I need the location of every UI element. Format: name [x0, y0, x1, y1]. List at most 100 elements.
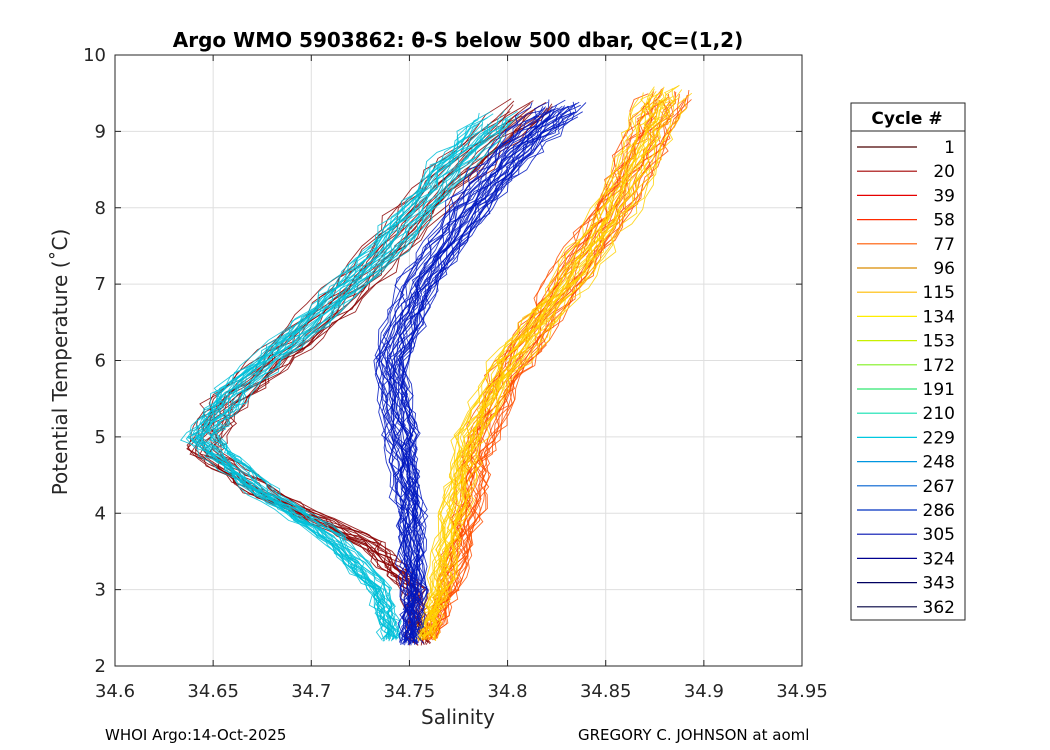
axis-ticks: 34.6 34.65 34.7 34.75 34.8 34.85 34.9 34.95 2 3 4 5…: [83, 45, 828, 702]
legend-label: 134: [923, 307, 955, 327]
profile-line: [381, 110, 553, 645]
y-tick-label: 4: [95, 503, 106, 524]
profile-line: [216, 109, 552, 645]
y-tick-label: 2: [95, 656, 106, 677]
footer-credit: WHOI Argo:14-Oct-2025: [105, 726, 286, 744]
x-tick-label: 34.9: [684, 681, 724, 702]
profile-line: [194, 123, 489, 638]
profile-line: [386, 105, 570, 643]
legend-entry: 172: [857, 356, 955, 376]
profile-line: [416, 91, 657, 639]
profile-line: [418, 98, 666, 639]
legend-label: 115: [923, 283, 955, 303]
y-tick-label: 9: [95, 121, 106, 142]
profile-line: [414, 98, 640, 641]
footer-author: GREGORY C. JOHNSON at aoml: [578, 726, 809, 744]
profile-line: [423, 96, 670, 640]
legend-entry: 362: [857, 598, 955, 618]
legend-entry: 248: [857, 453, 955, 473]
profile-line: [375, 114, 544, 646]
profile-line: [380, 106, 544, 642]
y-tick-label: 7: [95, 274, 106, 295]
profile-line: [191, 123, 479, 640]
legend-label: 39: [933, 186, 955, 206]
y-axis-label: Potential Temperature (˚C): [48, 229, 72, 496]
legend-entry: 305: [857, 525, 955, 545]
profile-line: [386, 104, 558, 644]
profile-line: [431, 98, 687, 638]
legend-label: 324: [923, 549, 955, 569]
x-tick-label: 34.8: [488, 681, 528, 702]
x-tick-label: 34.6: [95, 681, 135, 702]
profile-line: [423, 88, 665, 638]
legend-title: Cycle #: [871, 109, 942, 129]
profile-line: [195, 117, 488, 638]
profile-line: [433, 92, 693, 641]
legend-label: 229: [923, 428, 955, 448]
profile-line: [398, 102, 587, 646]
chart-title: Argo WMO 5903862: θ-S below 500 dbar, QC…: [173, 28, 743, 52]
profile-line: [388, 114, 551, 645]
profile-series: [179, 84, 693, 646]
legend-entry: 191: [857, 380, 955, 400]
series-group: [414, 84, 693, 642]
series-group: [373, 99, 587, 646]
legend-label: 58: [933, 211, 955, 231]
profile-line: [418, 98, 663, 640]
profile-line: [427, 95, 675, 641]
legend-entry: 324: [857, 549, 955, 569]
profile-line: [209, 117, 512, 639]
series-group: [179, 110, 520, 642]
profile-line: [414, 92, 644, 641]
profile-line: [373, 106, 547, 644]
legend-entry: 96: [857, 259, 955, 279]
x-tick-label: 34.75: [384, 681, 436, 702]
legend-label: 305: [923, 525, 955, 545]
legend-label: 248: [923, 453, 955, 473]
legend-entry: 286: [857, 501, 955, 521]
legend-label: 153: [923, 332, 955, 352]
profile-line: [427, 99, 673, 638]
profile-line: [419, 93, 653, 640]
legend-entry: 153: [857, 332, 955, 352]
y-tick-label: 6: [95, 351, 106, 372]
x-tick-label: 34.7: [291, 681, 331, 702]
profile-line: [209, 115, 540, 646]
profile-line: [401, 113, 575, 642]
legend-label: 191: [923, 380, 955, 400]
legend-entry: 210: [857, 404, 955, 424]
x-tick-label: 34.95: [776, 681, 828, 702]
x-tick-label: 34.65: [187, 681, 239, 702]
profile-line: [399, 111, 576, 645]
x-axis-label: Salinity: [421, 705, 495, 729]
profile-line: [193, 111, 491, 640]
profile-line: [206, 110, 505, 640]
y-tick-label: 8: [95, 198, 106, 219]
legend-entry: 58: [857, 211, 955, 231]
legend-label: 96: [933, 259, 955, 279]
legend-label: 20: [933, 162, 955, 182]
profile-line: [378, 108, 555, 645]
y-tick-label: 5: [95, 427, 106, 448]
x-tick-label: 34.85: [580, 681, 632, 702]
profile-line: [424, 84, 680, 638]
legend-entry: 115: [857, 283, 955, 303]
legend-entry: 229: [857, 428, 955, 448]
legend-label: 267: [923, 477, 955, 497]
legend-entry: 20: [857, 162, 955, 182]
legend-label: 343: [923, 574, 955, 594]
profile-line: [210, 120, 512, 638]
profile-line: [432, 89, 683, 641]
profile-line: [187, 123, 483, 640]
legend-label: 172: [923, 356, 955, 376]
legend-entry: 1: [857, 138, 955, 158]
legend-entry: 343: [857, 574, 955, 594]
legend-label: 1: [944, 138, 955, 158]
legend-entry: 267: [857, 477, 955, 497]
legend-entry: 134: [857, 307, 955, 327]
legend-entry: 77: [857, 235, 955, 255]
y-tick-label: 10: [83, 45, 106, 66]
legend: Cycle # 1 20 39 58 77 96 115 134 153 172 191 210 229…: [850, 102, 966, 621]
profile-line: [418, 98, 667, 639]
